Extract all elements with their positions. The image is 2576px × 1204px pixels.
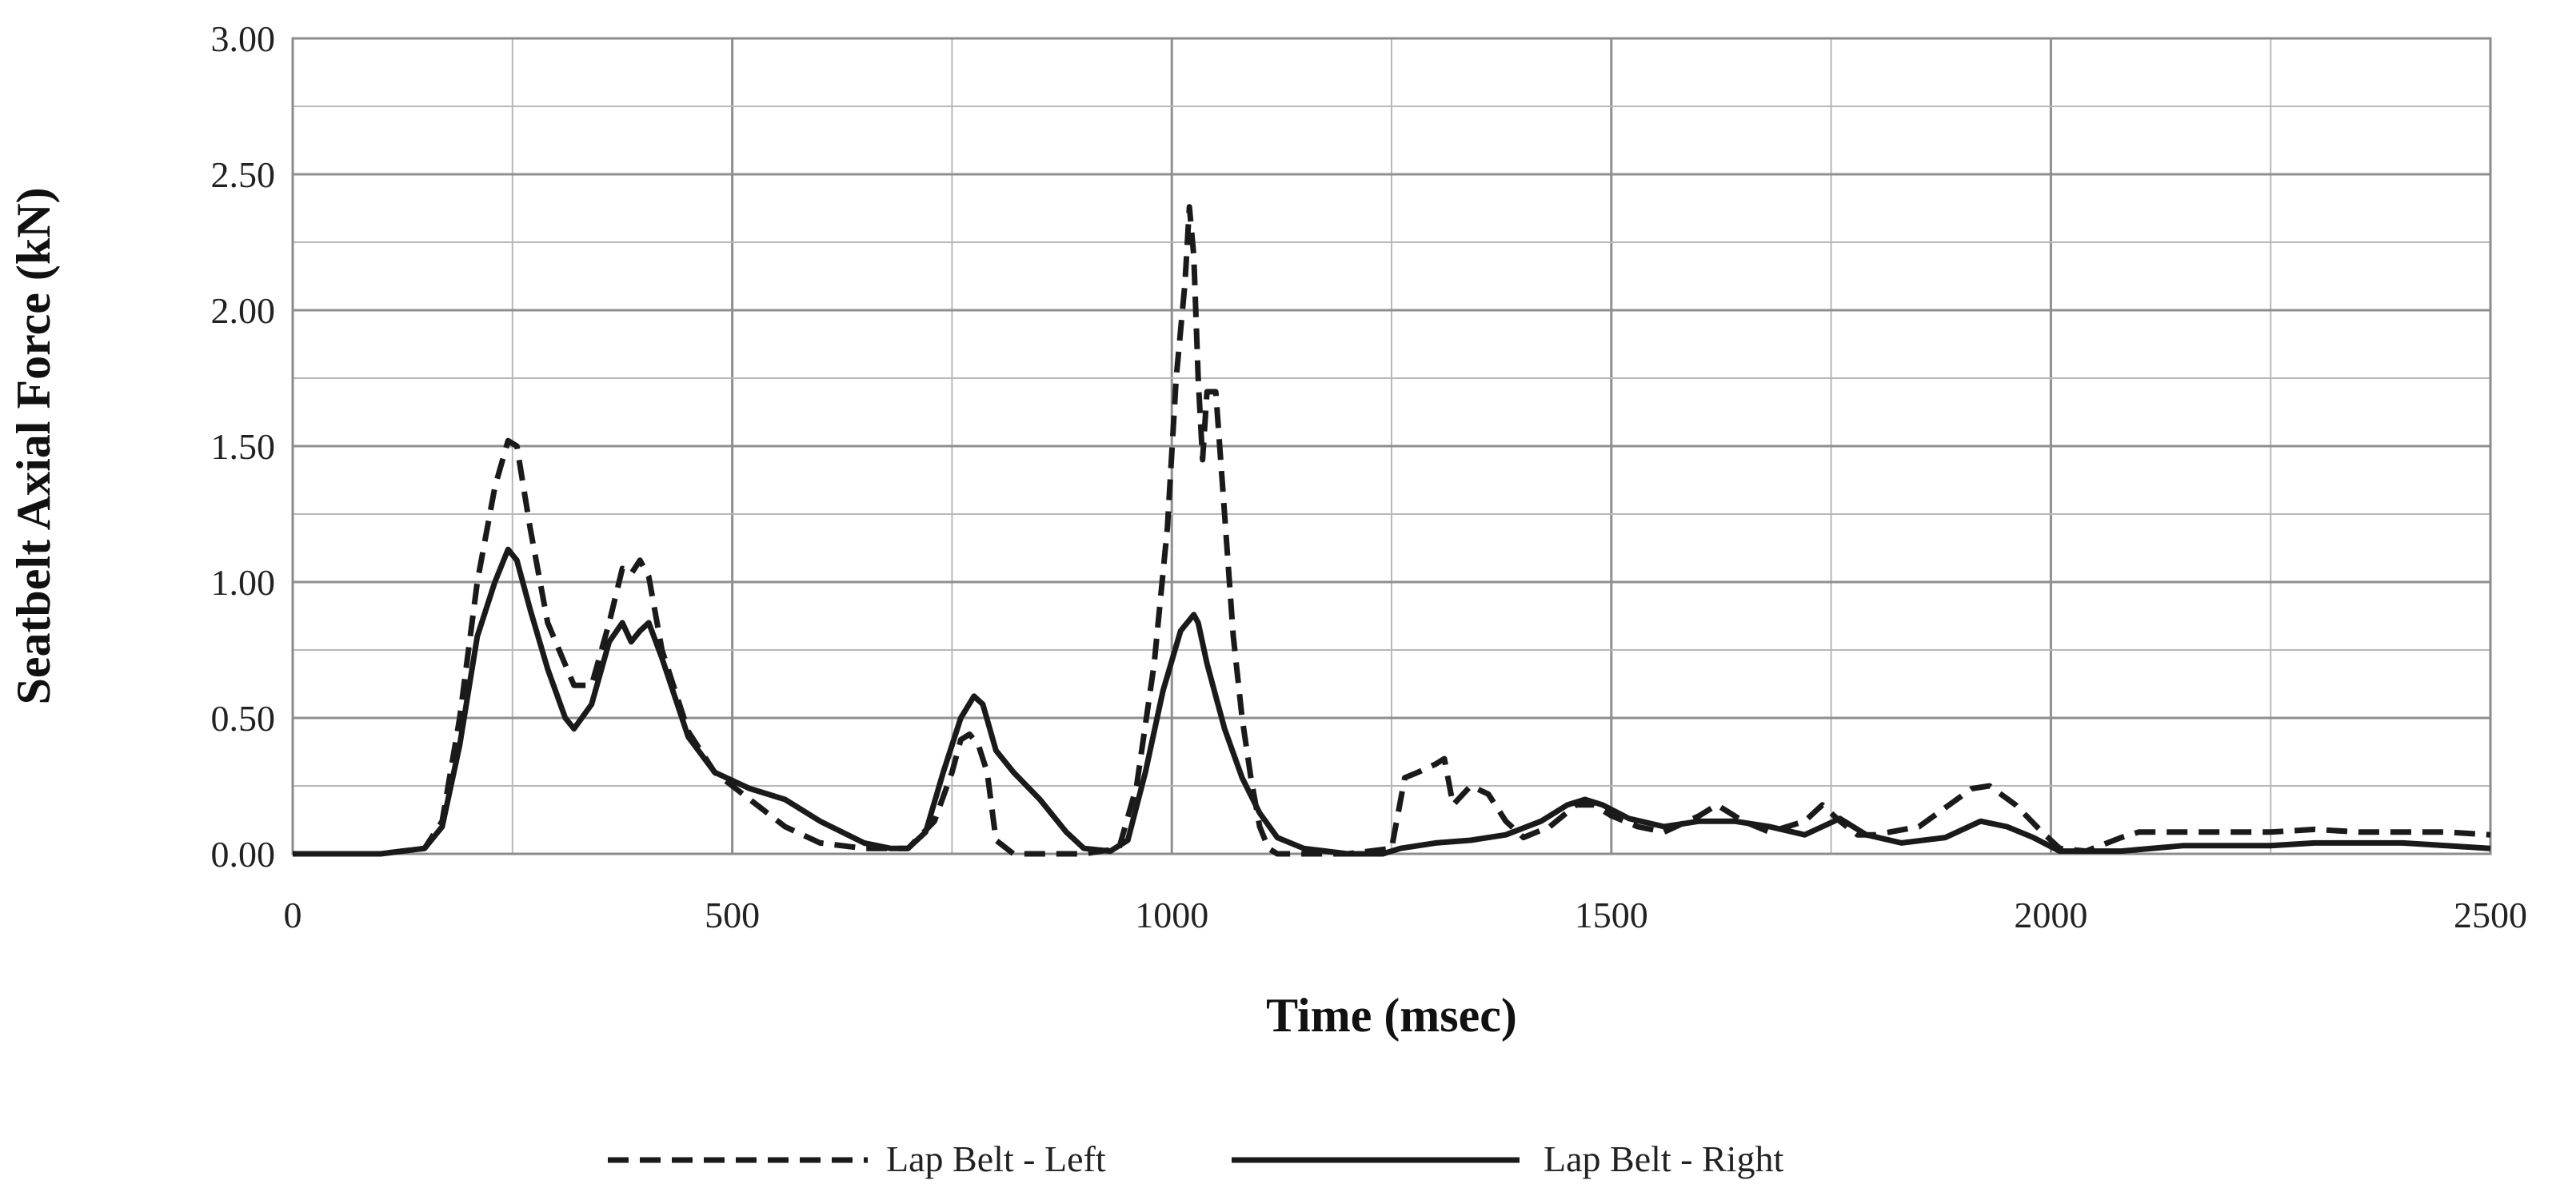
y-tick-label: 1.00 [211,562,276,603]
legend-label: Lap Belt - Left [886,1138,1106,1179]
y-tick-label: 2.50 [211,154,276,195]
x-tick-label: 500 [705,895,760,935]
x-tick-label: 2000 [2014,895,2087,935]
x-axis-ticks: 0 500 1000 1500 2000 2500 [284,895,2528,935]
y-tick-label: 1.50 [211,426,276,467]
series-layer [293,204,2491,857]
x-tick-label: 1500 [1575,895,1648,935]
y-axis-title: Seatbelt Axial Force (kN) [7,187,60,704]
legend-label: Lap Belt - Right [1544,1138,1783,1179]
x-axis-title: Time (msec) [1266,989,1517,1042]
legend: Lap Belt - Left Lap Belt - Right [608,1138,1783,1179]
y-tick-label: 0.50 [211,698,276,739]
y-axis-ticks: 0.00 0.50 1.00 1.50 2.00 2.50 3.00 [211,18,276,875]
x-tick-label: 2500 [2454,895,2527,935]
x-tick-label: 0 [284,895,302,935]
grid [293,38,2490,854]
y-tick-label: 3.00 [211,18,276,59]
series-line-lap-belt-left [293,204,2491,857]
y-tick-label: 2.00 [211,290,276,331]
series-line-lap-belt-right [293,546,2491,857]
y-tick-label: 0.00 [211,834,276,875]
x-tick-label: 1000 [1135,895,1208,935]
